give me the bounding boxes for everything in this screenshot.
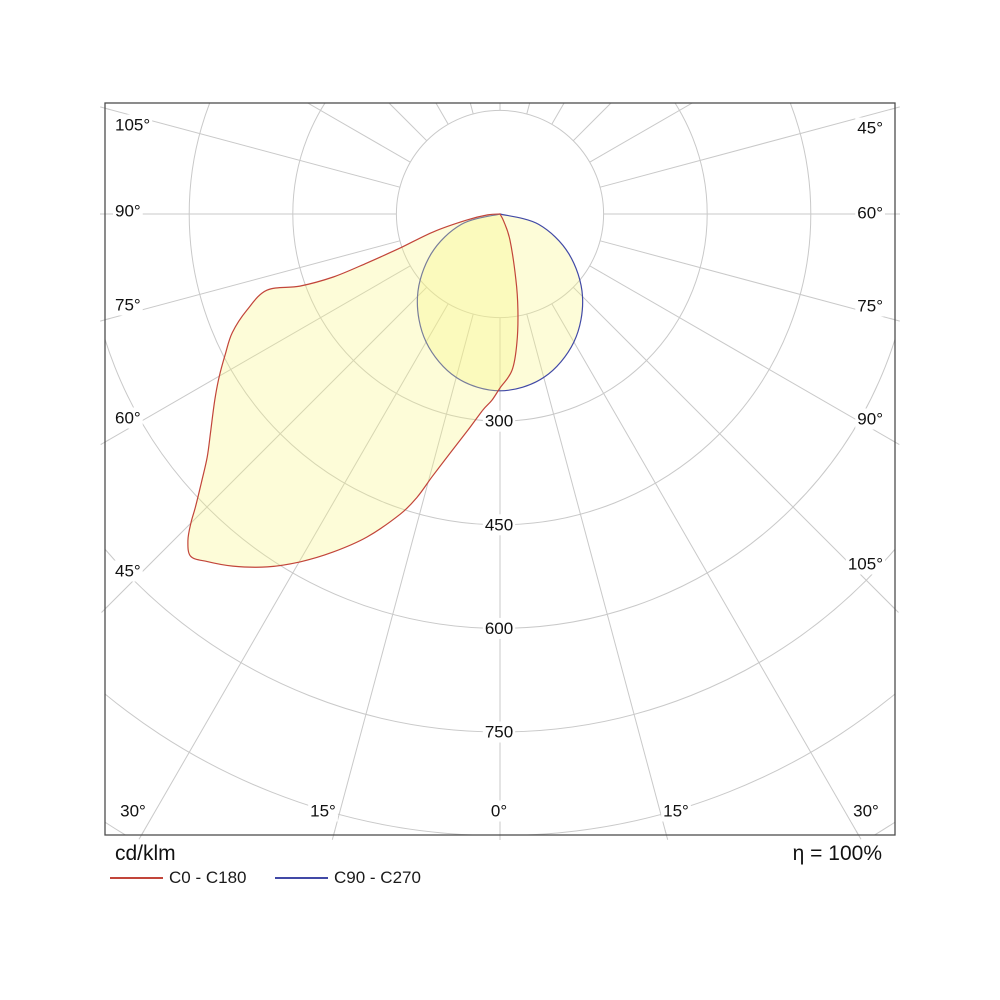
curve-c0-c180 bbox=[187, 213, 519, 568]
radial-label-300: 300 bbox=[485, 412, 513, 431]
radial-label-600-bg bbox=[482, 617, 516, 639]
radial-label-600: 600 bbox=[485, 619, 513, 638]
angle-label-right-105°-bg bbox=[845, 553, 885, 575]
grid-spoke-345 bbox=[526, 313, 667, 835]
grid-spoke-75 bbox=[105, 240, 401, 321]
polar-grid bbox=[105, 103, 895, 835]
grid-spoke-120 bbox=[307, 103, 411, 163]
angle-label-bottom-4: 30° bbox=[853, 802, 879, 821]
angle-label-left-90°-bg bbox=[113, 200, 143, 222]
angle-label-left-45°-bg bbox=[113, 560, 143, 582]
efficiency-label: η = 100% bbox=[792, 842, 882, 865]
angle-label-left-45°: 45° bbox=[115, 562, 141, 581]
grid-spoke-15 bbox=[333, 313, 474, 835]
angle-label-bottom-1-bg bbox=[308, 800, 338, 822]
legend-line-c0-c180-icon bbox=[110, 877, 163, 879]
grid-spoke-240 bbox=[589, 103, 693, 163]
grid-spoke-105 bbox=[105, 107, 401, 188]
grid-spoke-225 bbox=[572, 103, 612, 142]
grid-spoke-45 bbox=[105, 286, 428, 610]
angle-label-right-75°: 75° bbox=[857, 297, 883, 316]
angle-label-left-60°-bg bbox=[113, 407, 143, 429]
angle-label-bottom-2: 0° bbox=[491, 802, 507, 821]
angle-label-right-105°: 105° bbox=[848, 555, 883, 574]
radial-label-450: 450 bbox=[485, 515, 513, 534]
legend-item-c0-c180: C0 - C180 bbox=[110, 868, 246, 888]
radial-label-450-bg bbox=[482, 514, 516, 536]
grid-spoke-195 bbox=[526, 103, 531, 115]
radial-label-750: 750 bbox=[485, 723, 513, 742]
grid-spoke-210 bbox=[551, 103, 565, 125]
legend-item-c90-c270: C90 - C270 bbox=[275, 868, 421, 888]
angle-label-left-105°-bg bbox=[113, 114, 153, 136]
grid-spoke-150 bbox=[435, 103, 449, 125]
angle-label-bottom-2-bg bbox=[488, 800, 510, 822]
angle-label-right-45°: 45° bbox=[857, 119, 883, 138]
radial-label-300-bg bbox=[482, 410, 516, 432]
grid-spoke-315 bbox=[572, 286, 895, 610]
angle-label-bottom-0: 30° bbox=[120, 802, 146, 821]
unit-label: cd/klm bbox=[115, 842, 176, 865]
legend-line-c90-c270-icon bbox=[275, 877, 328, 879]
angle-label-right-60°-bg bbox=[855, 202, 885, 224]
grid-spoke-255 bbox=[599, 107, 895, 188]
angle-label-right-90°: 90° bbox=[857, 410, 883, 429]
angle-label-left-90°: 90° bbox=[115, 202, 141, 221]
grid-spoke-135 bbox=[388, 103, 428, 142]
angle-label-left-75°-bg bbox=[113, 294, 143, 316]
grid-spoke-60 bbox=[105, 265, 411, 443]
angle-label-right-60°: 60° bbox=[857, 204, 883, 223]
angle-label-bottom-3: 15° bbox=[663, 802, 689, 821]
grid-spoke-30 bbox=[141, 303, 449, 835]
grid-spoke-300 bbox=[589, 265, 895, 443]
curve-c90-c270 bbox=[416, 213, 584, 392]
axis-labels: 105° 90° 75° 60° 45° 45° 60° 75° 90° 105° 30° 15° 0°… bbox=[113, 114, 885, 822]
angle-label-right-90°-bg bbox=[855, 408, 885, 430]
angle-label-left-105°: 105° bbox=[115, 116, 150, 135]
angle-label-bottom-0-bg bbox=[118, 800, 148, 822]
radial-label-750-bg bbox=[482, 721, 516, 743]
angle-label-left-60°: 60° bbox=[115, 409, 141, 428]
angle-label-bottom-4-bg bbox=[851, 800, 881, 822]
angle-label-right-75°-bg bbox=[855, 295, 885, 317]
angle-label-bottom-3-bg bbox=[661, 800, 691, 822]
grid-spoke-330 bbox=[551, 303, 859, 835]
angle-label-bottom-1: 15° bbox=[310, 802, 336, 821]
grid-spoke-285 bbox=[599, 240, 895, 321]
legend-label-c0-c180: C0 - C180 bbox=[169, 868, 247, 887]
legend-label-c90-c270: C90 - C270 bbox=[334, 868, 421, 887]
angle-label-right-45°-bg bbox=[855, 117, 885, 139]
plot-border bbox=[104, 102, 896, 836]
grid-spoke-165 bbox=[469, 103, 474, 115]
angle-label-left-75°: 75° bbox=[115, 296, 141, 315]
